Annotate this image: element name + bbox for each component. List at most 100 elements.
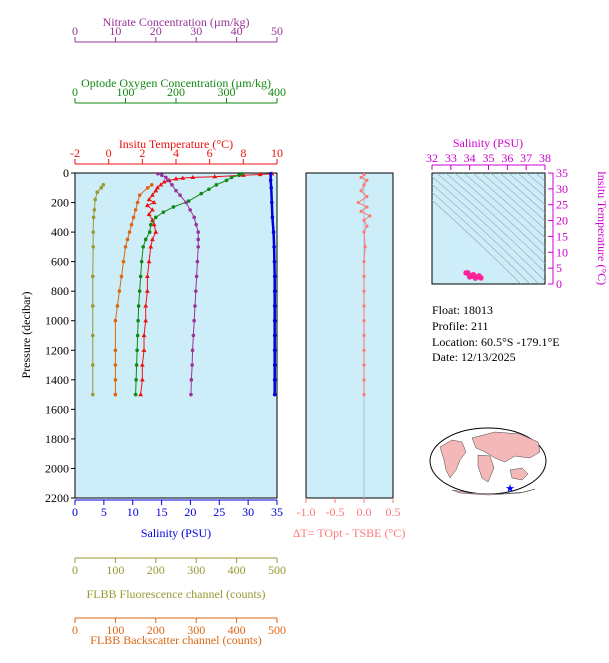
ts-y-tick-label: 30	[556, 182, 568, 196]
pressure-tick-label: 200	[51, 196, 69, 210]
oxygen-tick-label: 200	[167, 85, 185, 99]
nitrate-point	[160, 173, 164, 178]
fluorescence-point	[90, 274, 95, 279]
salinity-point	[272, 259, 277, 264]
oxygen-point	[199, 191, 204, 196]
oxygen-tick-label: 300	[218, 85, 236, 99]
temperature-point	[139, 377, 145, 382]
ts-x-tick-label: 37	[520, 151, 532, 165]
temperature-point	[257, 171, 263, 177]
temperature-tick-label: -2	[70, 146, 80, 160]
nitrate-point	[192, 318, 196, 323]
temperature-point	[173, 176, 179, 181]
delta-point	[356, 200, 360, 205]
delta-plot-area	[305, 172, 394, 499]
fluorescence-point	[90, 304, 95, 308]
ts-point	[470, 271, 477, 278]
oxygen-point	[136, 304, 141, 308]
temperature-point	[150, 236, 155, 242]
backscatter-tick-label: 200	[147, 623, 165, 637]
pressure-tick-label: 400	[51, 225, 69, 239]
world-map-inset: ★	[429, 427, 547, 496]
backscatter-point	[123, 245, 128, 249]
temperature-point	[141, 347, 147, 352]
temperature-point	[150, 207, 155, 212]
oxygen-point	[137, 289, 142, 293]
info-float: Float: 18013	[432, 303, 494, 317]
fluorescence-point	[92, 208, 97, 212]
temperature-point	[150, 192, 155, 197]
nitrate-tick-label: 0	[72, 24, 78, 38]
nitrate-point	[164, 175, 168, 180]
pressure-tick-label: 1800	[45, 432, 69, 446]
delta-axis-label: ΔT= TOpt - TSBE (°C)	[293, 526, 406, 540]
info-location: Location: 60.5°S -179.1°E	[432, 335, 560, 349]
delta-point	[368, 214, 372, 218]
nitrate-point	[190, 348, 195, 353]
delta-point	[362, 230, 366, 234]
isopycnal-line	[432, 184, 540, 284]
ts-y-tick-label: 25	[556, 198, 568, 212]
temperature-point	[155, 185, 160, 190]
ts-x-tick-label: 33	[445, 151, 457, 165]
fluorescence-axis-label: FLBB Fluorescence channel (counts)	[87, 587, 266, 601]
temperature-point	[153, 188, 159, 193]
oxygen-point	[154, 215, 158, 220]
backscatter-point	[119, 274, 124, 279]
fluorescence-point	[95, 190, 100, 195]
temperature-tick-label: 10	[271, 146, 283, 160]
ts-x-axis-label: Salinity (PSU)	[453, 136, 523, 150]
ts-isopycnals	[432, 173, 545, 284]
fluorescence-tick-label: 400	[228, 563, 246, 577]
pressure-axis-label: Pressure (decibar)	[19, 292, 33, 379]
isopycnal-line	[490, 173, 545, 222]
temperature-point	[138, 391, 144, 397]
delta-point	[359, 189, 363, 193]
salinity-tick-label: 25	[213, 505, 225, 519]
backscatter-point	[113, 348, 118, 353]
oxygen-point	[134, 378, 138, 382]
temperature-point	[153, 229, 159, 234]
nitrate-point	[184, 200, 188, 205]
axes-layer: 0 10 20 30 40 500 100 200 300 400-2 0 2 4 6 8 100 5 10 15 2…	[45, 24, 286, 637]
delta-tick-label: 0.5	[386, 505, 401, 519]
temperature-point	[161, 179, 167, 184]
backscatter-point	[133, 208, 138, 212]
oxygen-point	[161, 210, 166, 214]
backscatter-point	[113, 392, 118, 397]
temperature-tick-label: 8	[240, 146, 246, 160]
salinity-point	[272, 348, 277, 353]
temperature-point	[180, 175, 186, 180]
salinity-point	[272, 392, 277, 397]
temperature-point	[146, 196, 152, 202]
salinity-point	[272, 318, 277, 323]
backscatter-point	[117, 289, 122, 293]
oxygen-tick-label: 0	[72, 85, 78, 99]
backscatter-axis-label: FLBB Backscatter channel (counts)	[90, 633, 262, 647]
pressure-tick-label: 2200	[45, 491, 69, 505]
salinity-point	[272, 289, 277, 293]
delta-point	[363, 245, 367, 249]
nitrate-point	[192, 215, 196, 220]
backscatter-point	[131, 215, 136, 220]
salinity-point	[272, 363, 277, 367]
nitrate-tick-label: 30	[190, 24, 202, 38]
backscatter-point	[113, 378, 118, 382]
temperature-point	[240, 172, 246, 177]
temperature-point	[143, 303, 149, 308]
oxygen-point	[229, 175, 234, 180]
backscatter-tick-label: 100	[106, 623, 124, 637]
isopycnal-line	[436, 173, 545, 273]
salinity-tick-label: 30	[242, 505, 254, 519]
oxygen-point	[214, 183, 219, 187]
delta-tick-label: -0.5	[326, 505, 345, 519]
ts-x-tick-label: 36	[501, 151, 513, 165]
fluorescence-point	[99, 185, 104, 190]
isopycnal-line	[526, 173, 545, 190]
pressure-tick-label: 800	[51, 284, 69, 298]
isopycnal-line	[445, 173, 545, 264]
salinity-tick-label: 10	[127, 505, 139, 519]
ts-point	[467, 274, 473, 280]
ts-x-tick-label: 32	[426, 151, 438, 165]
isopycnal-line	[432, 176, 545, 282]
